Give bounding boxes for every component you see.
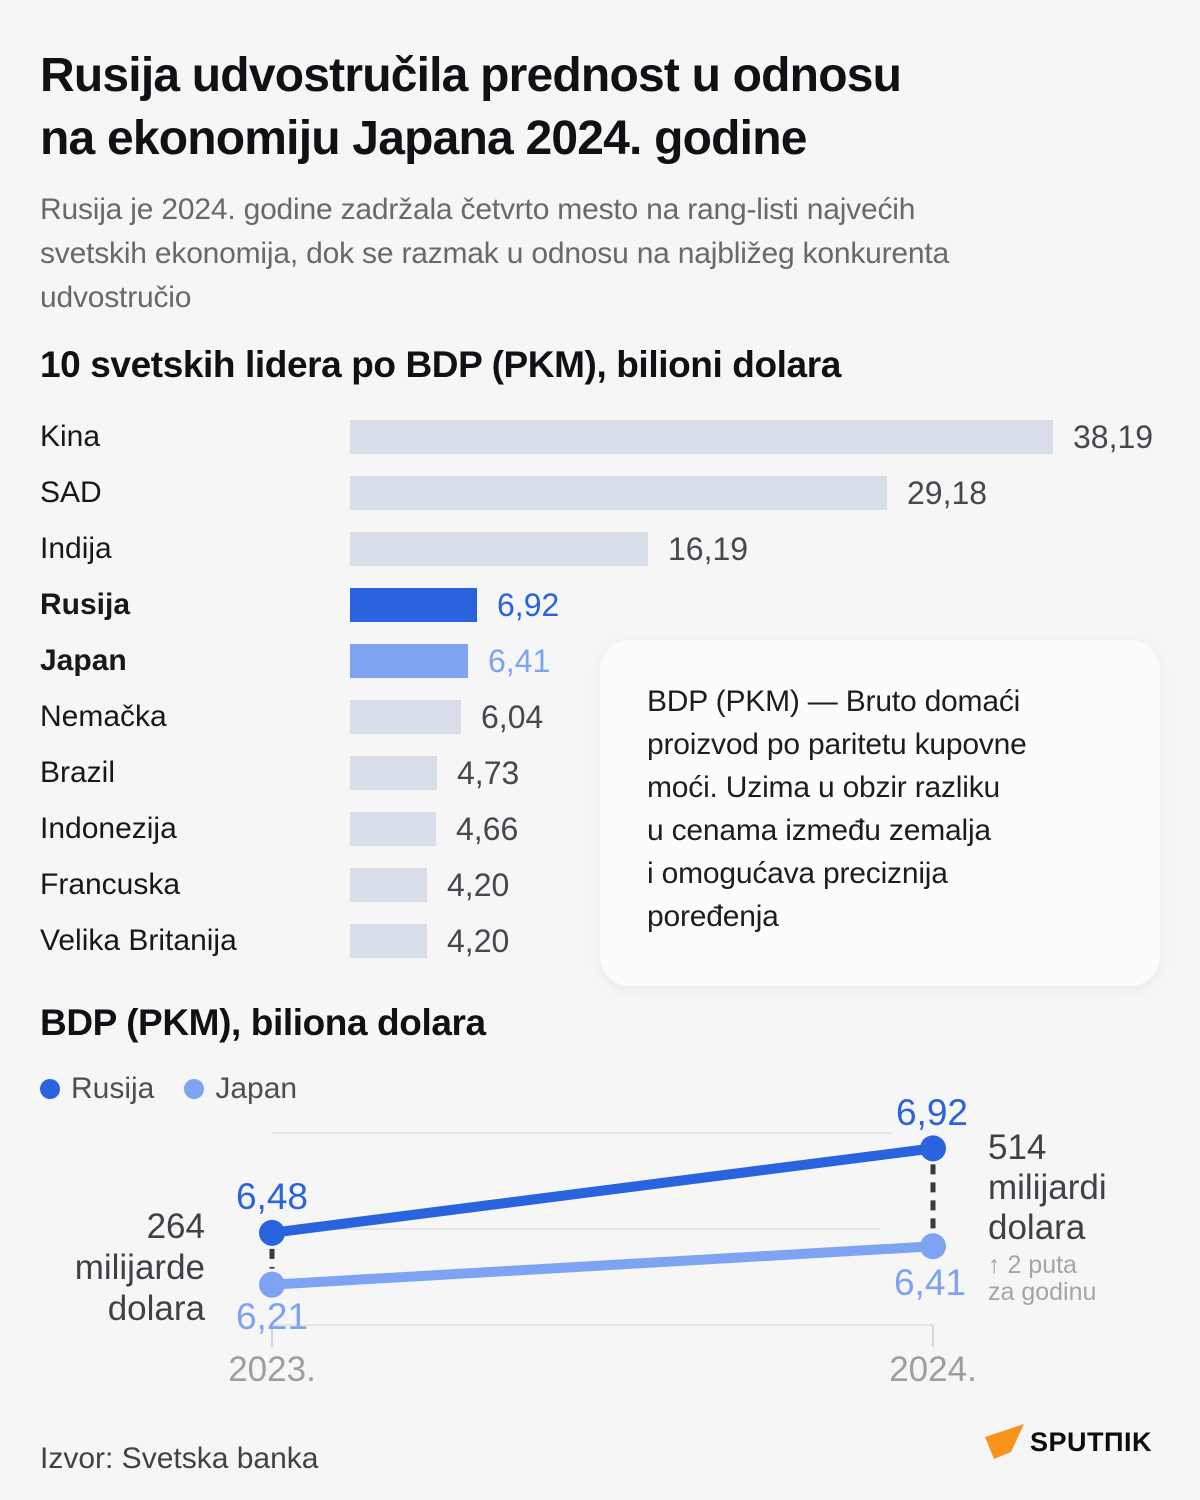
bar <box>350 644 468 678</box>
data-point-japan <box>920 1233 946 1260</box>
x-axis-label-2023: 2023. <box>228 1350 316 1389</box>
annotation-line: milijarde <box>74 1248 205 1287</box>
info-card-line: poređenja <box>647 900 779 933</box>
bar-value: 38,19 <box>1073 419 1154 455</box>
bar-value: 4,20 <box>447 867 510 903</box>
sputnik-logo: SPUTΠIK <box>985 1424 1165 1464</box>
bar <box>350 924 427 958</box>
bar-category-label: Velika Britanija <box>40 924 237 957</box>
page-subtitle: Rusija je 2024. godine zadržala četvrto … <box>40 188 1180 320</box>
bar-row: Indonezija 4,66 <box>0 812 1200 846</box>
annotation-line: 514 <box>988 1128 1047 1167</box>
legend-dot-rusija <box>40 1079 60 1099</box>
series-line-rusija <box>271 1143 934 1238</box>
bar-chart: Kina 38,19 SAD 29,18 Indija 16,19 Rusija 6,92 Ja… <box>0 420 1200 980</box>
bar-category-label: Nemačka <box>40 700 167 733</box>
data-label-japan-2023: 6,21 <box>235 1296 308 1337</box>
data-point-rusija <box>259 1219 285 1246</box>
bar-row: Japan 6,41 <box>0 644 1200 678</box>
data-point-japan <box>259 1271 285 1298</box>
bar-row: Francuska 4,20 <box>0 868 1200 902</box>
bar <box>350 756 437 790</box>
bar <box>350 868 427 902</box>
data-label-japan-2024: 6,41 <box>893 1262 966 1303</box>
bar-category-label: Brazil <box>40 756 116 789</box>
sputnik-logo-text: SPUTΠIK <box>1030 1427 1153 1457</box>
bar-value: 4,73 <box>457 755 520 791</box>
annotation-note-line: ↑ 2 puta <box>988 1251 1077 1279</box>
annotation-growth-note: ↑ 2 puta za godinu <box>988 1252 1096 1306</box>
page-title-line: Rusija udvostručila prednost u odnosu <box>40 49 902 102</box>
annotation-line: 264 <box>146 1207 205 1246</box>
annotation-line: dolara <box>988 1208 1086 1247</box>
bar-category-label: Indonezija <box>40 812 177 845</box>
bar-value: 4,20 <box>447 923 510 959</box>
line-chart-title: BDP (PKM), biliona dolara <box>40 1002 486 1043</box>
legend-label-rusija: Rusija <box>71 1072 155 1105</box>
bar-value: 6,41 <box>488 643 551 679</box>
info-card-text: BDP (PKM) — Bruto domaći proizvod po par… <box>647 680 1027 938</box>
line-chart-plot <box>259 1132 946 1347</box>
bar-row: Kina 38,19 <box>0 420 1200 454</box>
bar <box>350 700 461 734</box>
page-title-line: na ekonomiju Japana 2024. godine <box>40 112 807 165</box>
bar <box>350 588 477 622</box>
legend-item-japan: Japan <box>184 1072 297 1106</box>
line-chart-legend: Rusija Japan <box>40 1072 297 1106</box>
bar-category-label: Japan <box>40 644 127 677</box>
series-line-japan <box>271 1241 934 1290</box>
bar-category-label: SAD <box>40 476 102 509</box>
bar-value: 6,04 <box>481 699 544 735</box>
annotation-gap-2024: 514 milijardi dolara <box>988 1128 1107 1248</box>
legend-label-japan: Japan <box>215 1072 298 1105</box>
source-credit: Izvor: Svetska banka <box>40 1442 319 1475</box>
bar <box>350 420 1053 454</box>
bar-value: 29,18 <box>907 475 988 511</box>
bar <box>350 532 648 566</box>
legend-dot-japan <box>184 1079 205 1099</box>
data-label-rusija-2023: 6,48 <box>235 1176 308 1217</box>
info-card-line: BDP (PKM) — Bruto domaći <box>647 685 1021 718</box>
bar-row: SAD 29,18 <box>0 476 1200 510</box>
page-title: Rusija udvostručila prednost u odnosu na… <box>40 44 1190 170</box>
x-axis-label-2024: 2024. <box>889 1350 977 1389</box>
data-point-rusija <box>920 1135 946 1162</box>
bar-category-label: Kina <box>40 420 101 453</box>
info-card: BDP (PKM) — Bruto domaći proizvod po par… <box>600 640 1160 986</box>
info-card-line: i omogućava preciznija <box>647 857 948 890</box>
bar-value: 6,92 <box>497 587 560 623</box>
annotation-line: milijardi <box>988 1168 1107 1207</box>
annotation-line: dolara <box>107 1289 205 1328</box>
page-subtitle-line: Rusija je 2024. godine zadržala četvrto … <box>40 193 916 226</box>
bar-value: 16,19 <box>668 531 749 567</box>
bar-row: Nemačka 6,04 <box>0 700 1200 734</box>
bar-row: Indija 16,19 <box>0 532 1200 566</box>
annotation-note-line: za godinu <box>988 1278 1097 1306</box>
sputnik-flag-icon <box>985 1424 1024 1459</box>
info-card-line: u cenama između zemalja <box>647 814 991 847</box>
page-subtitle-line: svetskih ekonomija, dok se razmak u odno… <box>40 237 949 270</box>
info-card-line: proizvod po paritetu kupovne <box>647 728 1027 761</box>
bar-category-label: Francuska <box>40 868 181 901</box>
info-card-line: moći. Uzima u obzir razliku <box>647 771 1001 804</box>
bar-category-label: Rusija <box>40 588 131 621</box>
bar-row: Velika Britanija 4,20 <box>0 924 1200 958</box>
data-label-rusija-2024: 6,92 <box>895 1092 968 1133</box>
legend-item-rusija: Rusija <box>40 1072 154 1106</box>
bar-row: Brazil 4,73 <box>0 756 1200 790</box>
bar-category-label: Indija <box>40 532 112 565</box>
page-subtitle-line: udvostručio <box>40 281 192 314</box>
annotation-gap-2023: 264 milijarde dolara <box>0 1206 205 1329</box>
bar-chart-title: 10 svetskih lidera po BDP (PKM), bilioni… <box>40 344 841 385</box>
bar-row: Rusija 6,92 <box>0 588 1200 622</box>
bar-value: 4,66 <box>456 811 519 847</box>
bar <box>350 812 436 846</box>
bar <box>350 476 887 510</box>
